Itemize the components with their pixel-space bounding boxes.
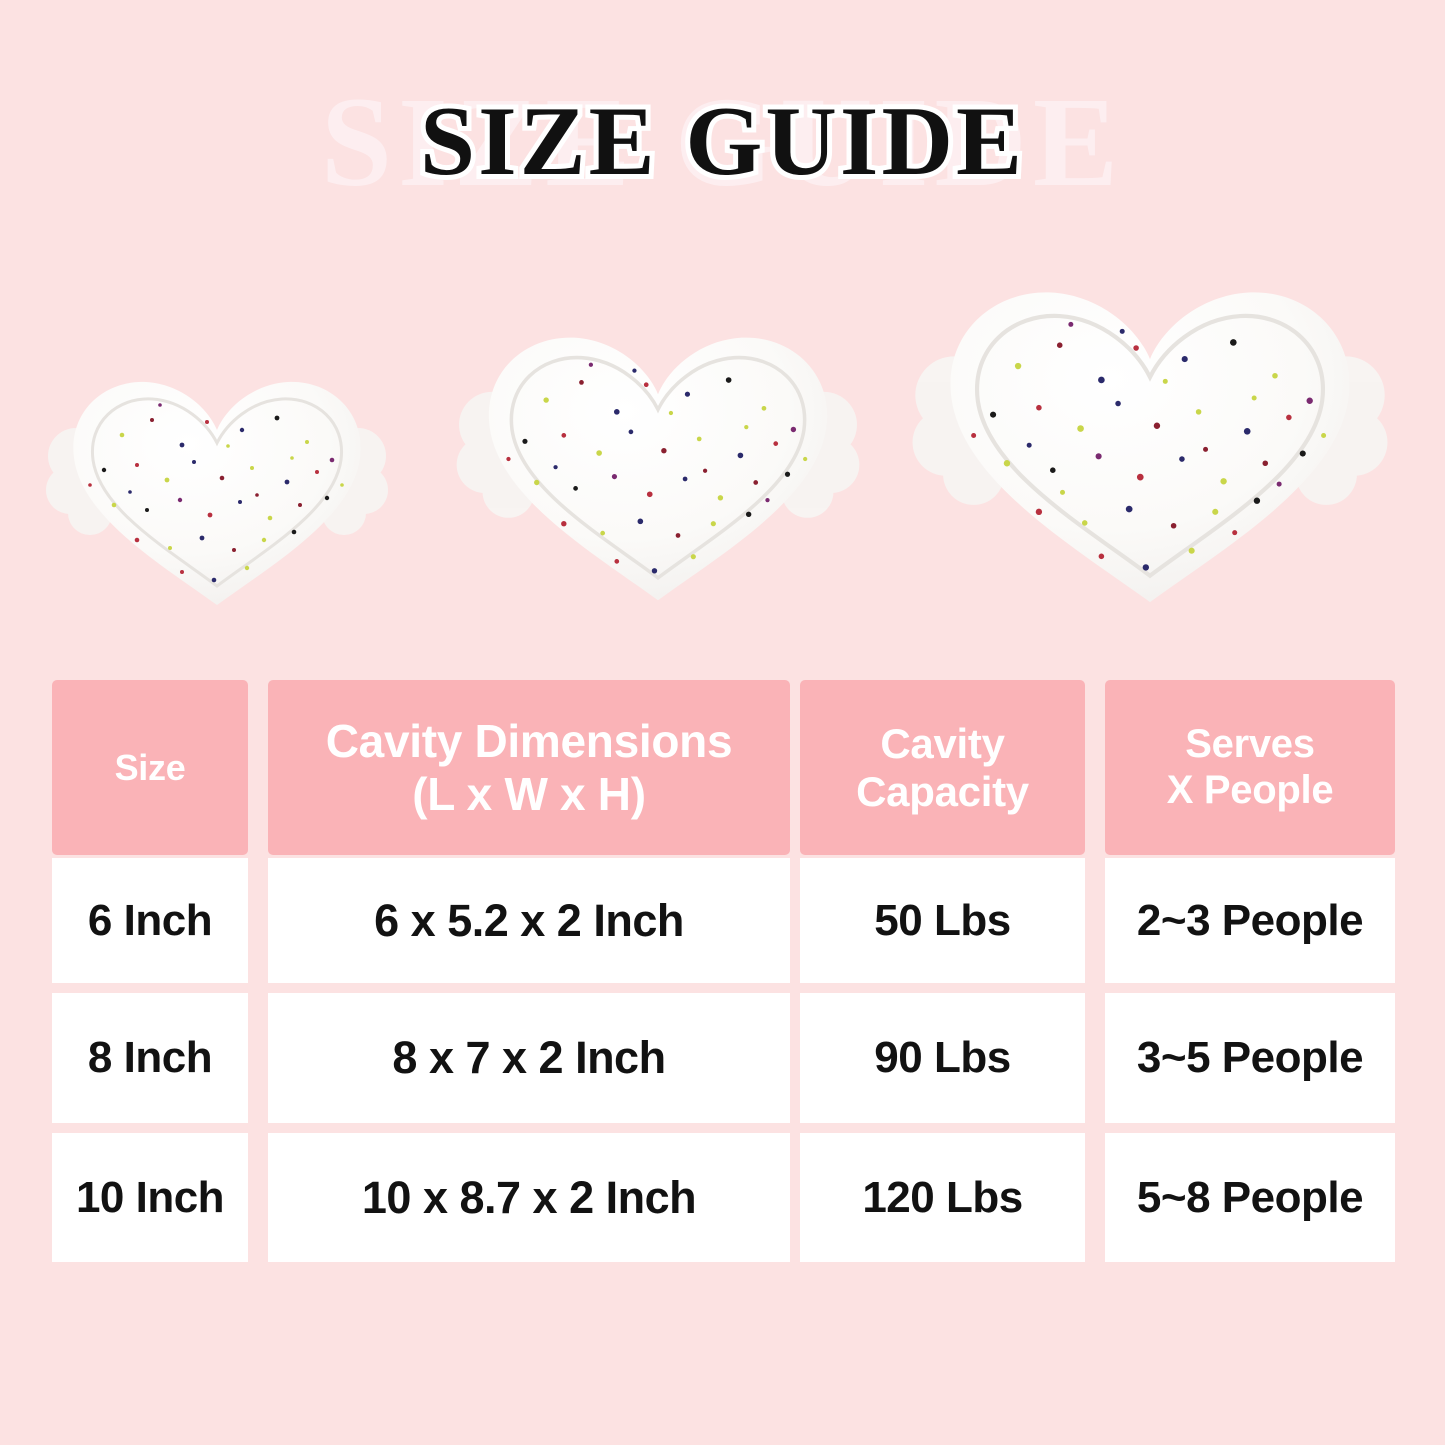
- table-row: 6 Inch 6 x 5.2 x 2 Inch 50 Lbs 2~3 Peopl…: [52, 858, 1395, 983]
- cell-size: 6 Inch: [52, 858, 248, 983]
- cell-dimensions: 8 x 7 x 2 Inch: [268, 993, 790, 1123]
- heart-cake-pan-8-inch: [448, 300, 868, 612]
- cell-dimensions: 6 x 5.2 x 2 Inch: [268, 858, 790, 983]
- column-header-serves-line1: Serves: [1185, 721, 1315, 766]
- cell-capacity: 50 Lbs: [800, 858, 1085, 983]
- column-header-serves: Serves X People: [1105, 680, 1395, 855]
- cell-capacity: 120 Lbs: [800, 1133, 1085, 1262]
- page-title-text: SIZE GUIDE: [415, 87, 1027, 196]
- table-header-row: Size Cavity Dimensions (L x W x H) Cavit…: [52, 680, 1395, 855]
- page-title-ghost-text: SIZE GUIDE: [320, 71, 1125, 213]
- column-header-cavity-dimensions-line1: Cavity Dimensions: [325, 715, 733, 768]
- page-title: SIZE GUIDE SIZE GUIDE: [0, 78, 1445, 222]
- cell-capacity: 90 Lbs: [800, 993, 1085, 1123]
- size-table: Size Cavity Dimensions (L x W x H) Cavit…: [52, 680, 1395, 1262]
- cell-size: 10 Inch: [52, 1133, 248, 1262]
- cell-serves: 5~8 People: [1105, 1133, 1395, 1262]
- heart-cake-pan-6-inch: [42, 350, 392, 615]
- column-header-cavity-dimensions-line2: (L x W x H): [412, 767, 646, 820]
- column-header-cavity-dimensions: Cavity Dimensions (L x W x H): [268, 680, 790, 855]
- table-row: 8 Inch 8 x 7 x 2 Inch 90 Lbs 3~5 People: [52, 993, 1395, 1123]
- column-header-cavity-capacity: Cavity Capacity: [800, 680, 1085, 855]
- heart-cake-pan-10-inch: [905, 248, 1395, 616]
- column-header-cavity-capacity-line2: Capacity: [856, 767, 1029, 815]
- cell-size: 8 Inch: [52, 993, 248, 1123]
- column-header-size-line1: Size: [114, 746, 186, 788]
- column-header-serves-line2: X People: [1166, 767, 1334, 812]
- cell-serves: 2~3 People: [1105, 858, 1395, 983]
- cell-serves: 3~5 People: [1105, 993, 1395, 1123]
- cell-dimensions: 10 x 8.7 x 2 Inch: [268, 1133, 790, 1262]
- column-header-size: Size: [52, 680, 248, 855]
- column-header-cavity-capacity-line1: Cavity: [880, 719, 1005, 767]
- table-row: 10 Inch 10 x 8.7 x 2 Inch 120 Lbs 5~8 Pe…: [52, 1133, 1395, 1262]
